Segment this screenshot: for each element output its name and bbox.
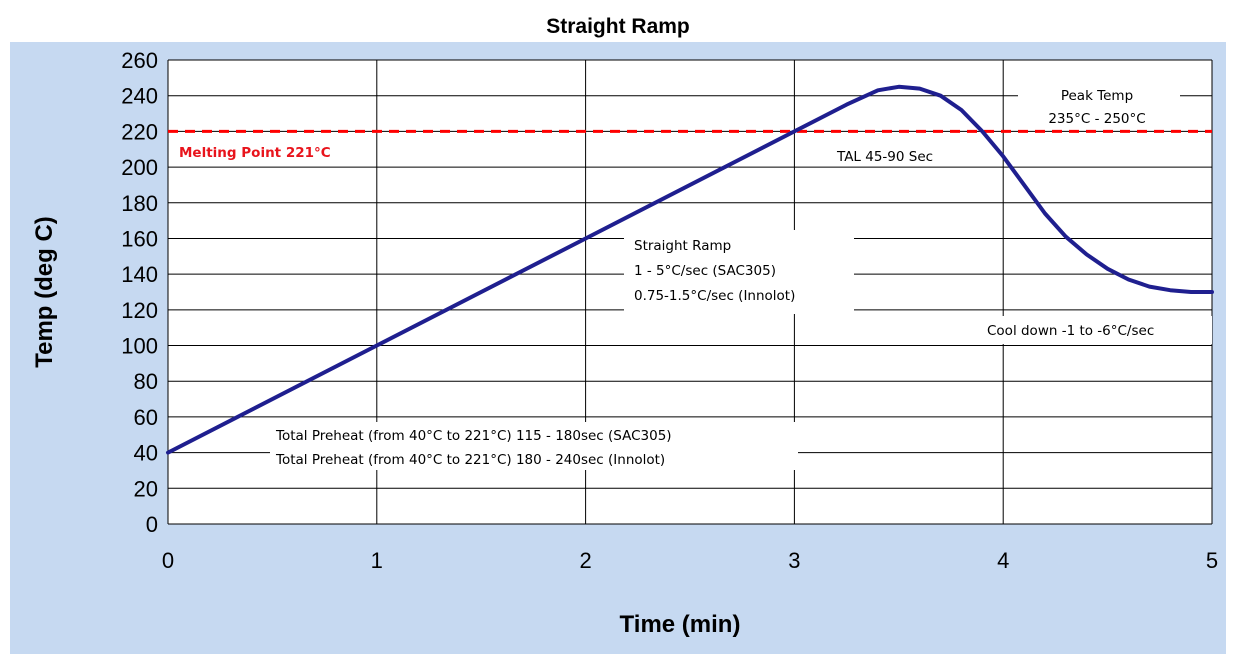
y-ticks: 0 20 40 60 80 100 120 140 160 180 200 220 240 260 [121,48,158,537]
chart-title: Straight Ramp [546,15,690,38]
x-tick-label: 0 [162,548,174,573]
cooldown-box [976,316,1212,344]
ramp-rate-innolot: 0.75-1.5°C/sec (Innolot) [634,288,795,304]
annotations: Peak Temp 235°C - 250°C Melting Point 22… [174,82,1212,470]
y-tick-label: 60 [134,405,158,430]
y-tick-label: 20 [134,476,158,501]
x-ticks: 0 1 2 3 4 5 [162,548,1218,573]
melting-label-box [174,140,368,164]
ramp-box [624,230,854,314]
tal-label: TAL 45-90 Sec [836,149,933,165]
y-axis-title: Temp (deg C) [31,216,58,368]
y-tick-label: 180 [121,191,158,216]
y-tick-label: 140 [121,262,158,287]
y-tick-label: 100 [121,334,158,359]
y-tick-label: 120 [121,298,158,323]
peak-temp-label: Peak Temp [1061,88,1133,104]
ramp-label: Straight Ramp [634,238,731,254]
series-line-temp [166,84,1214,455]
preheat-innolot: Total Preheat (from 40°C to 221°C) 180 -… [275,452,665,468]
y-tick-label: 40 [134,441,158,466]
melting-point-label: Melting Point 221°C [179,145,331,161]
x-tick-label: 2 [579,548,591,573]
y-tick-label: 0 [146,512,158,537]
peak-temp-range: 235°C - 250°C [1048,111,1145,127]
y-tick-label: 160 [121,226,158,251]
x-tick-label: 5 [1206,548,1218,573]
y-tick-label: 240 [121,84,158,109]
x-tick-label: 1 [371,548,383,573]
y-tick-label: 260 [121,48,158,73]
preheat-sac: Total Preheat (from 40°C to 221°C) 115 -… [275,428,672,444]
y-tick-label: 200 [121,155,158,180]
x-tick-label: 3 [788,548,800,573]
y-tick-label: 80 [134,369,158,394]
ramp-rate-sac: 1 - 5°C/sec (SAC305) [634,263,776,279]
x-axis-title: Time (min) [620,611,741,638]
preheat-box [270,422,798,470]
peak-temp-box [1018,82,1180,130]
x-tick-label: 4 [997,548,1009,573]
cooldown-label: Cool down -1 to -6°C/sec [987,323,1154,339]
tal-box [832,142,958,166]
y-tick-label: 220 [121,119,158,144]
